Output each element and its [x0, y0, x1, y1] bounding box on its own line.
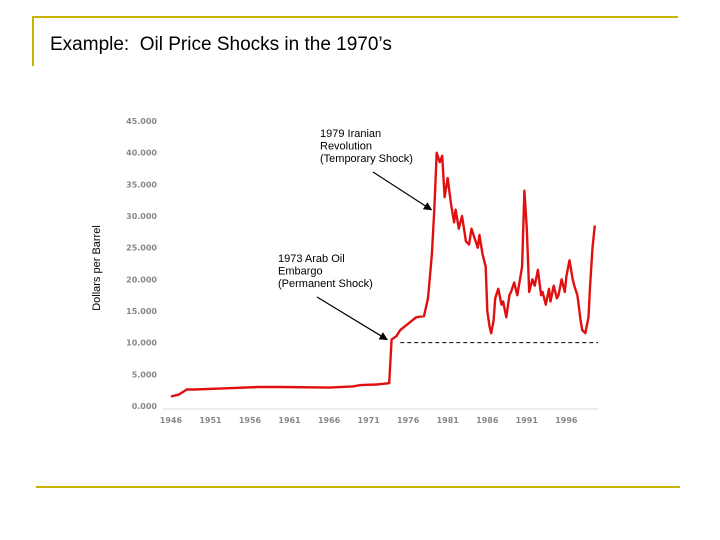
- y-tick-label: 45.000: [126, 117, 157, 126]
- series-line: [170, 151, 596, 398]
- y-tick-label: 5.000: [132, 370, 158, 379]
- x-tick-label: 1986: [476, 416, 499, 425]
- x-tick-label: 1981: [437, 416, 460, 425]
- annotation-text: (Temporary Shock): [320, 153, 413, 165]
- annotation-text: 1979 Iranian: [320, 128, 381, 140]
- y-tick-label: 25.000: [126, 244, 157, 253]
- y-tick-label: 0.000: [132, 402, 158, 411]
- y-tick-label: 40.000: [126, 149, 157, 158]
- frame-bottom-line: [36, 486, 680, 488]
- annotation-arrow: [372, 171, 433, 211]
- x-axis: 1946 1951 1956 1961 1966 1971 1976 1981 1986 1991…: [160, 408, 598, 425]
- y-axis-label: Dollars per Barrel: [91, 225, 103, 311]
- y-tick-label: 10.000: [126, 339, 157, 348]
- x-tick-label: 1961: [278, 416, 301, 425]
- x-tick-label: 1966: [318, 416, 341, 425]
- x-tick-label: 1996: [555, 416, 578, 425]
- y-tick-label: 35.000: [126, 180, 157, 189]
- annotation-text: 1973 Arab Oil: [278, 253, 345, 265]
- y-tick-label: 30.000: [126, 212, 157, 221]
- slide-title: Example: Oil Price Shocks in the 1970’s: [50, 34, 392, 55]
- x-tick-label: 1946: [160, 416, 183, 425]
- annotation-text: Embargo: [278, 266, 323, 278]
- series-group: [170, 151, 596, 398]
- y-axis: 0.000 5.000 10.000 15.000 20.000 25.000 30.000…: [126, 117, 157, 411]
- frame-top-line: [32, 16, 678, 18]
- frame-left-line: [32, 16, 34, 66]
- x-tick-label: 1971: [358, 416, 381, 425]
- y-tick-label: 20.000: [126, 275, 157, 284]
- annotation-text: (Permanent Shock): [278, 278, 373, 290]
- x-tick-label: 1951: [199, 416, 222, 425]
- x-tick-label: 1991: [516, 416, 539, 425]
- x-tick-label: 1976: [397, 416, 420, 425]
- annotation-text: Revolution: [320, 141, 372, 153]
- annotation-arrow: [316, 296, 388, 341]
- y-tick-label: 15.000: [126, 307, 157, 316]
- x-tick-label: 1956: [239, 416, 262, 425]
